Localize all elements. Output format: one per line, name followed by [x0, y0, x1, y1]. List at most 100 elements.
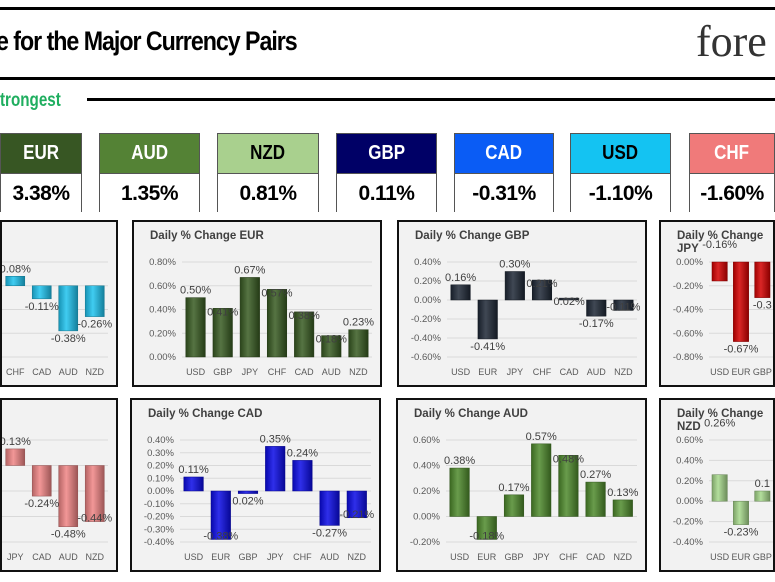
category-label: AUD	[322, 367, 342, 377]
category-label: USD	[450, 552, 470, 562]
category-label: EUR	[211, 552, 231, 562]
category-label: CAD	[32, 552, 52, 562]
value-label: 0.13%	[2, 436, 31, 448]
value-label: 0.48%	[553, 453, 584, 465]
currency-box-chf: CHF -1.60%	[689, 133, 775, 213]
value-label: 0.02%	[554, 296, 585, 308]
value-label: 0.24%	[287, 447, 318, 459]
value-label: 0.21%	[526, 278, 557, 290]
value-label: -0.21%	[339, 509, 374, 521]
chart-title: Daily % Change CAD	[148, 408, 263, 420]
currency-label: GBP	[368, 142, 405, 164]
bar-aud	[319, 490, 340, 526]
category-label: EUR	[477, 552, 497, 562]
y-tick-label: 0.20%	[414, 276, 441, 287]
bar-aud	[321, 335, 342, 358]
category-label: NZD	[86, 552, 105, 562]
bar-cad	[559, 297, 580, 301]
bar-nzd	[613, 299, 634, 311]
bar-usd	[711, 261, 728, 282]
category-label: USD	[186, 367, 206, 377]
value-label: -0.3	[753, 300, 772, 312]
y-tick-label: 0.40%	[676, 455, 703, 466]
currency-label: CHF	[714, 142, 750, 164]
y-tick-label: 0.20%	[149, 328, 176, 339]
value-label: -0.26%	[77, 319, 112, 331]
value-label: 0.67%	[234, 264, 265, 276]
value-label: 0.41%	[207, 306, 238, 318]
header-rule	[0, 77, 775, 80]
value-label: -0.11%	[25, 301, 59, 313]
value-label: -0.48%	[51, 529, 86, 541]
currency-change: 0.11%	[337, 174, 436, 213]
bar-gbp	[503, 494, 525, 517]
bar-cad	[294, 311, 315, 358]
y-tick-label: 0.00%	[414, 295, 441, 306]
bar-jpy	[5, 448, 26, 466]
category-label: NZD	[86, 367, 105, 377]
y-tick-label: 0.60%	[413, 435, 440, 446]
value-label: 0.17%	[498, 482, 529, 494]
value-label: 0.13%	[607, 487, 638, 499]
category-label: CAD	[295, 367, 315, 377]
page-title: e for the Major Currency Pairs	[0, 26, 298, 56]
chart-panel-usd: CHF CAD AUD NZD 0.08% -0.11% -0.38% -0.26%	[0, 220, 118, 387]
currency-box-gbp: GBP 0.11%	[336, 133, 437, 213]
y-tick-label: -0.40%	[144, 537, 175, 548]
value-label: 0.18%	[316, 334, 347, 346]
category-label: NZD	[614, 552, 633, 562]
bar-cad	[585, 481, 606, 517]
value-label: 0.57%	[526, 431, 557, 443]
bar-chf	[5, 276, 26, 286]
bar-nzd	[84, 465, 105, 522]
category-label: EUR	[731, 367, 751, 377]
chart-svg: 0.00% 0.20% 0.40% 0.60% 0.80% USD GBP JPY CHF CAD…	[149, 257, 374, 377]
y-tick-label: 0.20%	[147, 461, 174, 472]
y-tick-label: 0.60%	[149, 281, 176, 292]
forexlive-logo: fore	[696, 17, 767, 66]
chart-title: Daily % Change AUD	[414, 408, 528, 420]
value-label: 0.38%	[289, 310, 320, 322]
y-tick-label: -0.60%	[673, 328, 704, 339]
value-label: -0.27%	[312, 527, 347, 539]
chart-svg: -0.80% -0.60% -0.40% -0.20% 0.00% USD EUR GBP -0…	[673, 239, 773, 377]
value-label: 0.57%	[261, 287, 292, 299]
category-label: USD	[710, 552, 730, 562]
currency-box-aud: AUD 1.35%	[99, 133, 200, 213]
bar-eur	[477, 299, 498, 340]
currency-label: CAD	[485, 142, 523, 164]
bar-usd	[449, 467, 470, 517]
value-label: 0.35%	[260, 433, 291, 445]
category-label: CAD	[586, 552, 606, 562]
bar-gbp	[754, 490, 771, 502]
category-label: JPY	[267, 552, 284, 562]
y-tick-label: 0.40%	[149, 305, 176, 316]
bar-eur	[733, 261, 749, 342]
y-tick-label: -0.80%	[673, 352, 704, 363]
bar-cad	[31, 465, 52, 497]
strongest-rule	[87, 98, 775, 101]
top-rule	[0, 7, 775, 10]
chart-panel-gbp: Daily % Change GBP -0.60% -0.40% -0.20% 0.00…	[397, 220, 647, 387]
currency-box-eur: EUR 3.38%	[0, 133, 82, 213]
value-label: 0.38%	[444, 455, 475, 467]
bar-jpy	[239, 277, 260, 358]
bar-jpy	[531, 443, 552, 517]
category-label: CHF	[559, 552, 578, 562]
y-tick-label: 0.80%	[149, 257, 176, 268]
value-label: 0.27%	[580, 469, 611, 481]
category-label: CHF	[293, 552, 312, 562]
y-tick-label: -0.20%	[410, 537, 441, 548]
bar-chf	[531, 279, 553, 301]
value-label: -0.38%	[51, 333, 86, 345]
currency-change: -0.31%	[455, 174, 553, 213]
y-tick-label: 0.00%	[676, 496, 703, 507]
strongest-label: trongest	[0, 90, 61, 111]
currency-box-cad: CAD -0.31%	[454, 133, 554, 213]
currency-change: -1.10%	[571, 174, 670, 213]
category-label: CAD	[32, 367, 52, 377]
category-label: JPY	[7, 552, 24, 562]
chart-panel-aud: Daily % Change AUD -0.20% 0.00% 0.20% 0.40% 0…	[396, 398, 647, 572]
bar-usd	[183, 476, 204, 492]
chart-panel-eur: Daily % Change EUR 0.00% 0.20% 0.40% 0.60% 0.…	[132, 220, 382, 387]
